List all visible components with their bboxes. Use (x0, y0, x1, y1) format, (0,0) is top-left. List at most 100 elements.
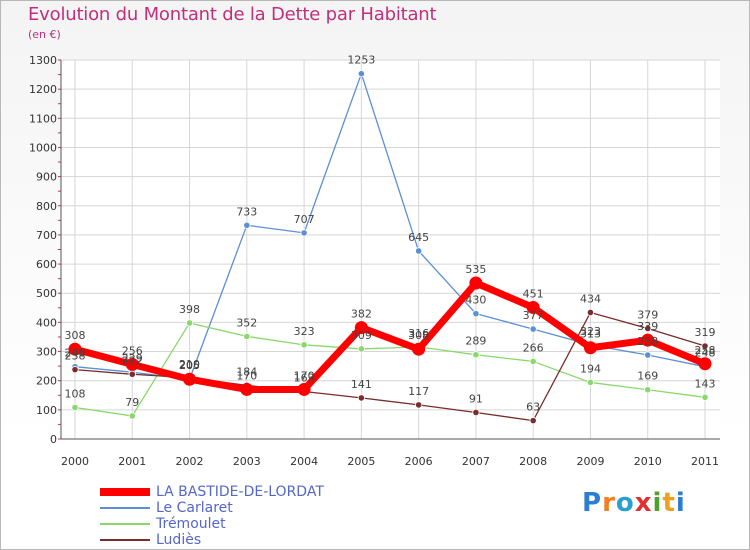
legend-item: Ludiès (100, 532, 324, 548)
series-point (472, 408, 480, 417)
legend-swatch (100, 507, 150, 509)
logo-letter: t (662, 488, 676, 518)
x-tick-label: 2003 (233, 455, 261, 468)
data-label: 308 (65, 329, 86, 342)
data-label: 323 (580, 325, 601, 338)
x-tick-label: 2000 (61, 455, 89, 468)
series-point (529, 325, 537, 333)
legend-label: Le Carlaret (156, 500, 233, 516)
data-label: 141 (351, 378, 372, 391)
data-label: 205 (179, 359, 200, 372)
data-label: 256 (122, 344, 143, 357)
x-tick-label: 2010 (634, 455, 662, 468)
data-label: 308 (408, 329, 429, 342)
data-label: 170 (294, 369, 315, 382)
legend-swatch (100, 539, 150, 541)
y-tick-label: 700 (36, 229, 57, 242)
series-point (128, 370, 136, 378)
data-label: 194 (580, 362, 601, 375)
x-tick-label: 2006 (405, 455, 433, 468)
data-label: 339 (637, 320, 658, 333)
series-point (243, 332, 251, 340)
series-point (357, 394, 365, 402)
legend-label: Trémoulet (156, 516, 226, 532)
data-label: 143 (695, 377, 716, 390)
legend-label: LA BASTIDE-DE-LORDAT (156, 484, 324, 500)
series-point (300, 341, 308, 349)
series-point (641, 333, 655, 347)
series-point (183, 372, 197, 386)
y-tick-label: 0 (50, 433, 57, 446)
series-point (472, 310, 480, 318)
data-label: 184 (236, 365, 257, 378)
chart-title: Evolution du Montant de la Dette par Hab… (28, 4, 437, 25)
series-point (469, 276, 483, 290)
y-tick-label: 400 (36, 316, 57, 329)
legend-label: Ludiès (156, 532, 202, 548)
legend-item: LA BASTIDE-DE-LORDAT (100, 484, 324, 500)
data-label: 288 (637, 335, 658, 348)
data-label: 707 (294, 213, 315, 226)
x-tick-label: 2005 (347, 455, 375, 468)
y-tick-label: 1100 (29, 112, 57, 125)
y-tick-label: 300 (36, 346, 57, 359)
data-label: 733 (236, 205, 257, 218)
data-label: 430 (465, 294, 486, 307)
series-line-2 (74, 322, 706, 417)
y-tick-label: 800 (36, 200, 57, 213)
data-label: 535 (465, 263, 486, 276)
data-label: 316 (408, 327, 429, 340)
series-line-0 (71, 279, 709, 393)
series-point (240, 382, 254, 396)
data-label: 108 (65, 388, 86, 401)
y-tick-label: 1200 (29, 83, 57, 96)
series-point (71, 403, 79, 412)
data-label: 398 (179, 303, 200, 316)
data-label: 382 (351, 308, 372, 321)
chart-unit: (en €) (28, 28, 61, 41)
series-point (71, 366, 79, 374)
x-tick-label: 2011 (691, 455, 719, 468)
series-point (128, 412, 136, 420)
data-label: 451 (523, 288, 544, 301)
series-point (297, 382, 311, 396)
series-point (644, 324, 652, 333)
data-label: 79 (125, 396, 139, 409)
x-tick-label: 2007 (462, 455, 490, 468)
logo-letter: i (675, 488, 686, 518)
series-point (583, 341, 597, 355)
legend-item: Le Carlaret (100, 500, 324, 516)
data-label: 63 (526, 401, 540, 414)
data-label: 222 (122, 354, 143, 367)
logo-letter: o (615, 488, 635, 518)
series-point (701, 393, 709, 401)
series-point (529, 417, 537, 425)
series-point (243, 221, 251, 229)
data-label: 289 (465, 335, 486, 348)
series-point (415, 247, 423, 255)
data-label: 377 (523, 309, 544, 322)
data-label: 313 (580, 328, 601, 341)
data-label: 117 (408, 385, 429, 398)
data-label: 352 (236, 316, 257, 329)
series-point (412, 342, 426, 356)
data-label: 1253 (347, 54, 375, 67)
series-point (357, 345, 365, 353)
data-label: 248 (695, 347, 716, 360)
line-chart: 0 100 200 300 400 500 600 700 800 900 1000 1100 1200… (29, 54, 720, 468)
legend-swatch (100, 523, 150, 525)
series-point (526, 301, 540, 315)
data-label: 170 (236, 369, 257, 382)
chart-legend: LA BASTIDE-DE-LORDAT Le Carlaret Trémoulet… (100, 484, 324, 548)
series-point (586, 308, 595, 317)
data-label: 266 (523, 341, 544, 354)
data-label: 238 (65, 350, 86, 363)
legend-swatch (100, 488, 150, 496)
data-label: 229 (122, 352, 143, 365)
data-label: 163 (294, 371, 315, 384)
series-point (68, 342, 82, 356)
series-point (415, 401, 423, 409)
series-point (354, 321, 368, 335)
series-point (586, 378, 595, 387)
x-tick-label: 2002 (176, 455, 204, 468)
